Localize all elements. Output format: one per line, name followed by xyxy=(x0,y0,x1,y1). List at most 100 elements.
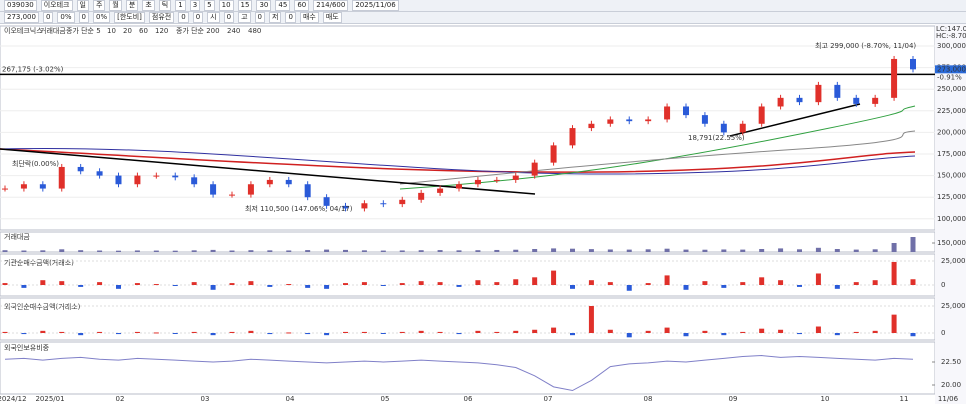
toolbar-item[interactable]: 0 xyxy=(223,12,235,23)
toolbar-item[interactable]: 0 xyxy=(285,12,296,23)
candle xyxy=(815,84,822,103)
toolbar-item[interactable]: 분 xyxy=(125,0,139,11)
net-bar xyxy=(702,281,708,285)
toolbar-item[interactable]: 시 xyxy=(207,12,220,23)
toolbar-item[interactable]: 일 xyxy=(76,0,89,11)
right-info: -0.91% xyxy=(937,73,962,81)
volume-bar xyxy=(286,250,292,252)
trend-line xyxy=(0,148,536,195)
toolbar-item[interactable]: 매수 xyxy=(299,12,319,23)
legend-item: 종가 단순 5 xyxy=(66,26,101,35)
net-bar xyxy=(475,280,481,285)
toolbar-item[interactable]: 45 xyxy=(275,0,291,11)
candle xyxy=(77,166,84,172)
candle xyxy=(588,123,595,129)
candle xyxy=(607,119,614,124)
net-bar xyxy=(59,281,65,285)
candle xyxy=(266,179,273,185)
volume-bar xyxy=(305,250,311,252)
toolbar-item[interactable]: 고 xyxy=(238,12,251,23)
right-info: LC:147.06 xyxy=(936,25,966,33)
volume-bar xyxy=(361,250,367,252)
volume-bar xyxy=(59,249,65,252)
candle xyxy=(437,188,444,193)
net-bar xyxy=(797,333,802,335)
toolbar-item[interactable]: 저 xyxy=(269,12,282,23)
net-bar xyxy=(78,333,84,336)
net-bar xyxy=(172,333,178,334)
toolbar-item[interactable]: 틱 xyxy=(158,0,172,11)
toolbar-item[interactable]: 60 xyxy=(294,0,310,11)
volume-bar xyxy=(570,248,575,252)
net-bar xyxy=(343,331,348,333)
candle xyxy=(323,197,330,206)
toolbar-item[interactable]: 0 xyxy=(254,12,266,23)
toolbar-item[interactable]: 0 xyxy=(42,12,54,23)
net-bar xyxy=(134,331,140,333)
candle xyxy=(361,203,368,209)
toolbar-item[interactable]: 0 xyxy=(178,12,189,23)
volume-bar xyxy=(343,249,348,252)
panel xyxy=(0,253,936,297)
volume-bar xyxy=(380,250,386,252)
net-bar xyxy=(740,331,746,333)
toolbar-item[interactable]: 1 xyxy=(175,0,186,11)
toolbar-item[interactable]: 30 xyxy=(256,0,272,11)
toolbar-item[interactable]: 0% xyxy=(57,12,75,23)
candle xyxy=(550,145,557,163)
toolbar-item[interactable]: 월 xyxy=(109,0,122,11)
net-bar xyxy=(399,283,405,285)
toolbar-item[interactable]: 5 xyxy=(204,0,215,11)
x-tick-label: 10 xyxy=(821,395,830,403)
candle xyxy=(285,179,292,185)
volume-bar xyxy=(437,250,443,252)
toolbar-item[interactable]: 이오테크 xyxy=(40,0,73,11)
candle xyxy=(777,97,784,107)
net-bar xyxy=(172,285,178,286)
toolbar-item[interactable]: 매도 xyxy=(322,12,342,23)
x-tick-label: 03 xyxy=(201,395,210,403)
toolbar-item[interactable]: 초 xyxy=(142,0,155,11)
volume-bar xyxy=(778,248,784,252)
panel xyxy=(0,341,936,395)
toolbar-item[interactable]: 0 xyxy=(192,12,204,23)
toolbar-item[interactable]: 10 xyxy=(218,0,234,11)
net-bar xyxy=(683,285,689,290)
x-tick-label: 08 xyxy=(644,395,653,403)
net-bar xyxy=(834,285,840,289)
toolbar-item[interactable]: 점유전 xyxy=(148,12,175,23)
y-tick-label: 100,000 xyxy=(937,215,966,223)
toolbar-item[interactable]: 0 xyxy=(78,12,89,23)
net-bar xyxy=(437,331,443,333)
candle xyxy=(153,175,160,177)
toolbar-item[interactable]: 039030 xyxy=(4,0,37,11)
toolbar-item[interactable]: 0% xyxy=(93,12,111,23)
toolbar-item[interactable]: 214/600 xyxy=(313,0,349,11)
net-bar xyxy=(607,329,613,333)
toolbar-item[interactable]: 2025/11/06 xyxy=(352,0,399,11)
volume-bar xyxy=(588,249,594,252)
net-bar xyxy=(286,332,292,334)
toolbar-item[interactable]: 주 xyxy=(92,0,106,11)
net-bar xyxy=(380,285,386,286)
legend-item: 60 xyxy=(139,27,148,35)
toolbar-item[interactable]: 3 xyxy=(189,0,201,11)
candle xyxy=(115,175,122,185)
net-bar xyxy=(97,282,103,285)
candle xyxy=(474,179,481,185)
annotation: 최저 110,500 (147.06%, 04/17) xyxy=(245,204,353,213)
net-bar xyxy=(191,282,197,285)
y-tick-label: 150,000 xyxy=(937,172,966,180)
net-bar xyxy=(721,333,727,336)
net-bar xyxy=(229,331,235,333)
toolbar-item[interactable]: 273,000 xyxy=(4,12,39,23)
toolbar-item[interactable]: [한도비] xyxy=(114,12,145,23)
volume-bar xyxy=(853,249,859,252)
candle xyxy=(342,205,349,209)
volume-bar xyxy=(513,249,519,252)
net-bar xyxy=(343,283,348,285)
candle xyxy=(456,184,462,189)
volume-bar xyxy=(891,243,897,252)
axis-bg xyxy=(935,24,966,404)
toolbar-item[interactable]: 15 xyxy=(237,0,253,11)
